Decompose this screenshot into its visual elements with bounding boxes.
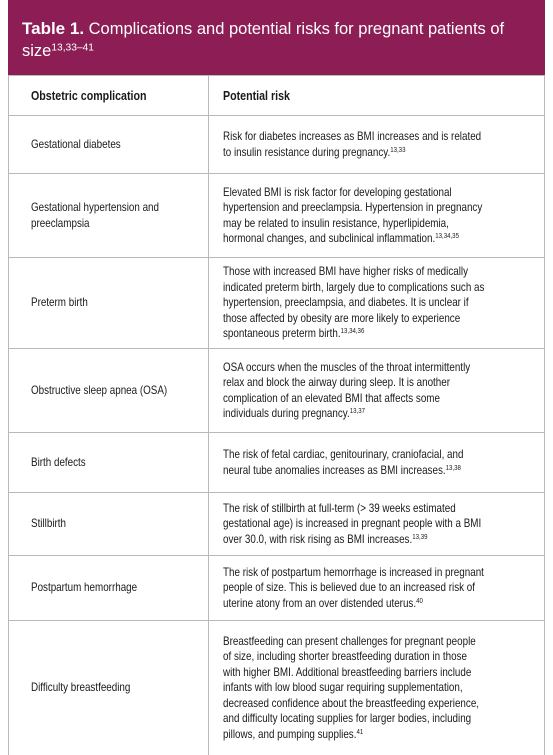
cell-left: Difficulty breastfeeding <box>8 621 208 755</box>
risk-cell: OSA occurs when the muscles of the throa… <box>223 360 486 422</box>
cell-right: The risk of fetal cardiac, genitourinary… <box>208 433 545 492</box>
cell-right: OSA occurs when the muscles of the throa… <box>208 349 545 432</box>
risk-refs: 13,37 <box>349 405 366 415</box>
risk: Risk for diabetes increases as BMI incre… <box>223 129 482 159</box>
risk-refs: 13,39 <box>412 531 428 541</box>
risk-cell: Those with increased BMI have higher ris… <box>223 264 486 342</box>
risk-cell: The risk of postpartum hemorrhage is inc… <box>223 565 486 612</box>
risk-refs: 13,38 <box>445 462 461 472</box>
column-header: Potential risk <box>223 87 290 103</box>
cell-left: Postpartum hemorrhage <box>8 556 208 620</box>
risk: Those with increased BMI have higher ris… <box>223 264 485 341</box>
title-refs: 13,33–41 <box>51 42 94 54</box>
table-row: Postpartum hemorrhage The risk of postpar… <box>8 555 545 620</box>
risk-refs: 13,34,36 <box>340 326 365 336</box>
cell-left: Gestational hypertension and preeclampsi… <box>8 174 208 257</box>
table-row: Obstetric complication Potential risk <box>8 75 545 115</box>
cell-right: The risk of postpartum hemorrhage is inc… <box>208 556 545 620</box>
table-header: Table 1. Complications and potential ris… <box>8 0 545 75</box>
table-label: Table 1. <box>22 19 85 38</box>
risk-refs: 13,33 <box>390 144 406 154</box>
risk-refs: 13,34,35 <box>435 230 459 240</box>
risk: The risk of fetal cardiac, genitourinary… <box>223 447 464 477</box>
table-row: Gestational diabetes Risk for diabetes in… <box>8 115 545 173</box>
complication: Gestational diabetes <box>31 136 121 151</box>
risk-cell: The risk of fetal cardiac, genitourinary… <box>223 447 486 478</box>
complication: Preterm birth <box>31 295 88 310</box>
table-row: Birth defects The risk of fetal cardiac, … <box>8 432 545 492</box>
cell-left: Gestational diabetes <box>8 116 208 173</box>
cell-right: Elevated BMI is risk factor for developi… <box>208 174 545 257</box>
cell-left: Preterm birth <box>8 258 208 348</box>
cell-right: Potential risk <box>208 76 545 115</box>
cell-left: Birth defects <box>8 433 208 492</box>
risk: The risk of stillbirth at full-term (> 3… <box>223 500 482 546</box>
risk: The risk of postpartum hemorrhage is inc… <box>223 564 484 610</box>
cell-right: Risk for diabetes increases as BMI incre… <box>208 116 545 173</box>
cell-left: Obstetric complication <box>8 76 208 115</box>
complication: Birth defects <box>31 454 86 469</box>
table-row: Obstructive sleep apnea (OSA) OSA occurs … <box>8 348 545 432</box>
risk-refs: 40 <box>416 595 423 605</box>
cell-right: Those with increased BMI have higher ris… <box>208 258 545 348</box>
table-row: Preterm birth Those with increased BMI ha… <box>8 257 545 348</box>
cell-left: Stillbirth <box>8 493 208 555</box>
risk: Elevated BMI is risk factor for developi… <box>223 184 483 246</box>
cell-left: Obstructive sleep apnea (OSA) <box>8 349 208 432</box>
complication: Gestational hypertension and preeclampsi… <box>31 200 160 230</box>
risk: Breastfeeding can present challenges for… <box>223 633 480 741</box>
page: Table 1. Complications and potential ris… <box>8 0 545 755</box>
table-title: Complications and potential risks for pr… <box>22 20 505 60</box>
table-row: Gestational hypertension and preeclampsi… <box>8 173 545 257</box>
complication: Obstructive sleep apnea (OSA) <box>31 382 168 397</box>
complication: Difficulty breastfeeding <box>31 680 131 695</box>
column-header: Obstetric complication <box>31 87 147 103</box>
cell-right: Breastfeeding can present challenges for… <box>208 621 545 755</box>
risk-refs: 41 <box>356 726 364 736</box>
cell-right: The risk of stillbirth at full-term (> 3… <box>208 493 545 555</box>
complication: Stillbirth <box>31 516 67 531</box>
risk-cell: Elevated BMI is risk factor for developi… <box>223 185 486 247</box>
complication: Postpartum hemorrhage <box>31 580 138 595</box>
risk-cell: Breastfeeding can present challenges for… <box>223 634 486 743</box>
table-row: Difficulty breastfeeding Breastfeeding ca… <box>8 620 545 755</box>
risk-cell: The risk of stillbirth at full-term (> 3… <box>223 501 486 548</box>
table-row: Stillbirth The risk of stillbirth at full… <box>8 492 545 555</box>
risk-cell: Risk for diabetes increases as BMI incre… <box>223 129 486 160</box>
risk: OSA occurs when the muscles of the throa… <box>223 359 471 421</box>
